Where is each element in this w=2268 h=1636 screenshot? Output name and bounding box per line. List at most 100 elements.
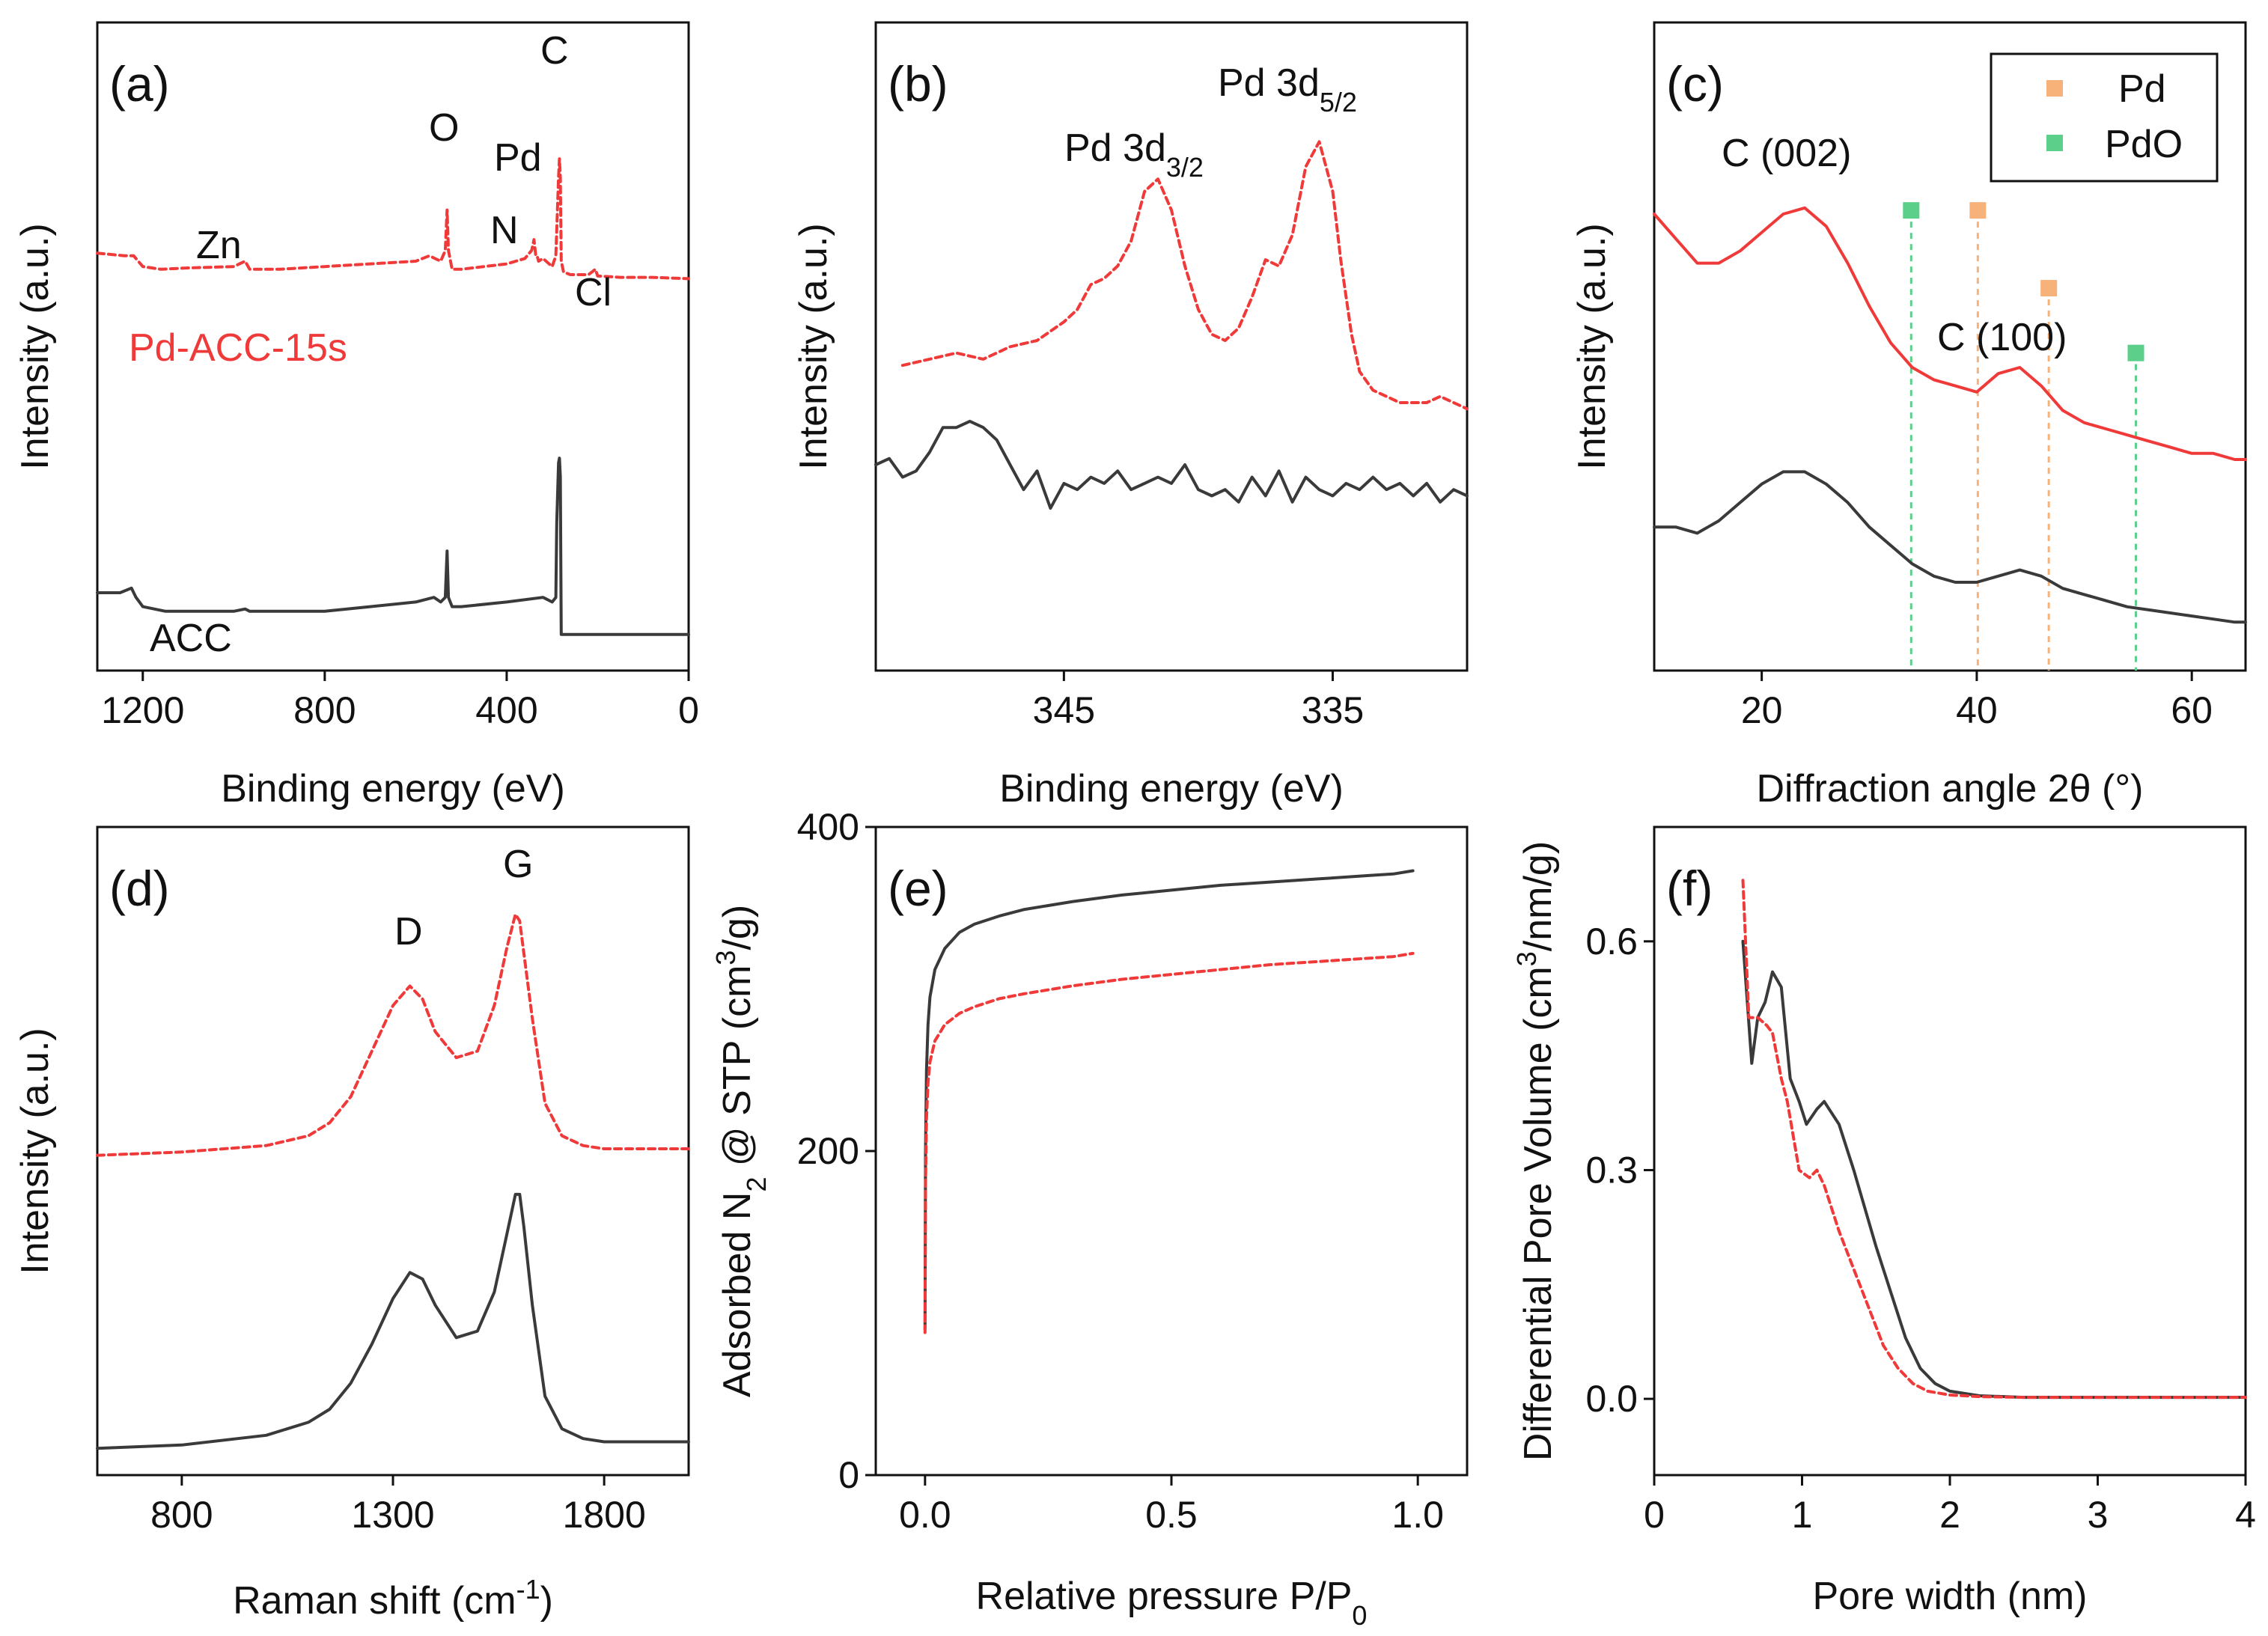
reference-marker-pdo xyxy=(1903,202,1920,219)
x-tick-label: 2 xyxy=(1939,1494,1960,1536)
x-tick-label: 0 xyxy=(678,689,699,731)
reference-marker-pd xyxy=(2040,280,2058,297)
series-pd-acc-15s xyxy=(96,912,690,1157)
panel-e-xlabel: Relative pressure P/P0 xyxy=(976,1575,1368,1631)
x-tick-label: 40 xyxy=(1956,689,1998,731)
legend-label-pd: Pd xyxy=(2118,67,2166,111)
panel-e-ylabel: Adsorbed N2 @ STP (cm3/g) xyxy=(710,905,772,1397)
panel-d-label: (d) xyxy=(109,861,170,916)
annotation-c100: C (100) xyxy=(1937,316,2067,359)
x-tick-label: 800 xyxy=(293,689,356,731)
panel-f-ticks: 0 1 2 3 4 0.0 0.3 0.6 xyxy=(1585,921,2255,1536)
panel-c-reference-lines xyxy=(1903,202,2144,671)
x-tick-label: 1 xyxy=(1792,1494,1813,1536)
panel-b-frame xyxy=(874,21,1469,672)
panel-b-ylabel: Intensity (a.u.) xyxy=(792,223,835,469)
legend-marker-pdo xyxy=(2046,135,2063,151)
x-tick-label: 1300 xyxy=(351,1494,434,1536)
x-tick-label: 4 xyxy=(2235,1494,2256,1536)
panel-c-ylabel: Intensity (a.u.) xyxy=(1570,223,1614,469)
legend-marker-pd xyxy=(2046,80,2063,97)
panel-a-ylabel: Intensity (a.u.) xyxy=(13,223,57,469)
reference-marker-pdo xyxy=(2127,344,2144,361)
annotation-d-band: D xyxy=(394,910,423,953)
annotation-pd: Pd xyxy=(494,136,542,180)
panel-e-series xyxy=(923,869,1415,1334)
x-tick-label: 0.0 xyxy=(899,1494,951,1536)
x-tick-label: 0 xyxy=(1644,1494,1665,1536)
panel-c-label: (c) xyxy=(1666,56,1724,112)
panel-d-xlabel: Raman shift (cm-1) xyxy=(233,1574,553,1623)
panel-c-xlabel: Diffraction angle 2θ (°) xyxy=(1757,767,2144,811)
panel-e-frame xyxy=(874,825,1469,1477)
legend-label-pd-acc: Pd-ACC-15s xyxy=(129,326,347,370)
series-pd-acc-15s xyxy=(1653,206,2247,461)
annotation-zn: Zn xyxy=(196,224,242,267)
panel-d-ylabel: Intensity (a.u.) xyxy=(13,1028,57,1274)
series-pd-acc-15s xyxy=(1741,879,2247,1400)
annotation-o: O xyxy=(429,106,459,150)
panel-b-x-ticks: 345 335 xyxy=(1033,671,1364,731)
panel-f-xlabel: Pore width (nm) xyxy=(1813,1575,2088,1618)
x-tick-label: 1.0 xyxy=(1391,1494,1444,1536)
x-tick-label: 3 xyxy=(2088,1494,2109,1536)
y-tick-label: 400 xyxy=(797,806,859,848)
x-tick-label: 1800 xyxy=(563,1494,646,1536)
panel-e-label: (e) xyxy=(888,861,948,916)
series-acc xyxy=(874,419,1469,510)
x-tick-label: 345 xyxy=(1033,689,1095,731)
x-tick-label: 1200 xyxy=(101,689,184,731)
panel-c-xrd: (c) 20 40 60 Diffraction angle 2θ (°) Inte… xyxy=(1570,21,2247,811)
x-tick-label: 20 xyxy=(1741,689,1783,731)
annotation-g-band: G xyxy=(503,843,533,886)
panel-f-frame xyxy=(1653,825,2247,1477)
reference-marker-pd xyxy=(1969,202,1987,219)
y-tick-label: 0.6 xyxy=(1585,921,1638,962)
annotation-cl: Cl xyxy=(575,271,612,314)
panel-d-series xyxy=(96,912,690,1450)
panel-d-x-ticks: 800 1300 1800 xyxy=(150,1475,646,1536)
legend-label-pdo: PdO xyxy=(2105,123,2183,166)
panel-d-raman: (d) 800 1300 1800 Raman shift (cm-1) Inten… xyxy=(13,825,690,1623)
panel-a-frame xyxy=(96,21,690,672)
y-tick-label: 0.0 xyxy=(1585,1378,1638,1420)
panel-e-n2-isotherm: (e) 0.0 0.5 1.0 0 200 400 Relative pressure P… xyxy=(710,806,1469,1631)
series-acc xyxy=(1741,939,2247,1400)
series-acc xyxy=(1653,470,2247,624)
series-pd-acc-15s xyxy=(96,157,690,281)
series-acc xyxy=(923,869,1415,1331)
annotation-c: C xyxy=(540,29,569,73)
panel-a-xlabel: Binding energy (eV) xyxy=(221,767,565,811)
y-tick-label: 0 xyxy=(838,1454,859,1496)
panel-f-ylabel: Differential Pore Volume (cm3/nm/g) xyxy=(1511,841,1561,1461)
x-tick-label: 800 xyxy=(150,1494,213,1536)
series-acc xyxy=(96,1192,690,1450)
legend-box xyxy=(1990,52,2219,183)
x-tick-label: 400 xyxy=(475,689,537,731)
panel-b-xlabel: Binding energy (eV) xyxy=(999,767,1344,811)
panel-c-series xyxy=(1653,206,2247,624)
series-pd-acc-15s xyxy=(900,140,1469,411)
panel-f-pore-distribution: (f) 0 1 2 3 4 0.0 0.3 0.6 Pore width (nm) Diffe… xyxy=(1511,825,2256,1618)
panel-e-ticks: 0.0 0.5 1.0 0 200 400 xyxy=(797,806,1444,1536)
panel-a-x-ticks: 1200 800 400 0 xyxy=(101,671,699,731)
annotation-c002: C (002) xyxy=(1722,132,1851,175)
panel-b-pd3d: (b) 345 335 Binding energy (eV) Intensity… xyxy=(792,21,1469,811)
panel-c-frame xyxy=(1653,21,2247,672)
annotation-pd3d52: Pd 3d5/2 xyxy=(1218,61,1357,117)
x-tick-label: 0.5 xyxy=(1145,1494,1198,1536)
x-tick-label: 60 xyxy=(2171,689,2213,731)
panel-c-legend: Pd PdO xyxy=(1990,52,2219,183)
annotation-pd3d32: Pd 3d3/2 xyxy=(1064,126,1204,183)
panel-a-label: (a) xyxy=(109,56,170,112)
panel-b-series xyxy=(874,140,1469,510)
series-pd-acc-15s xyxy=(923,951,1415,1334)
panel-a-series xyxy=(96,157,690,636)
annotation-n: N xyxy=(490,209,519,252)
panel-c-x-ticks: 20 40 60 xyxy=(1741,671,2213,731)
y-tick-label: 0.3 xyxy=(1585,1149,1638,1191)
series-acc xyxy=(96,457,690,636)
panel-b-label: (b) xyxy=(888,56,948,112)
y-tick-label: 200 xyxy=(797,1130,859,1172)
